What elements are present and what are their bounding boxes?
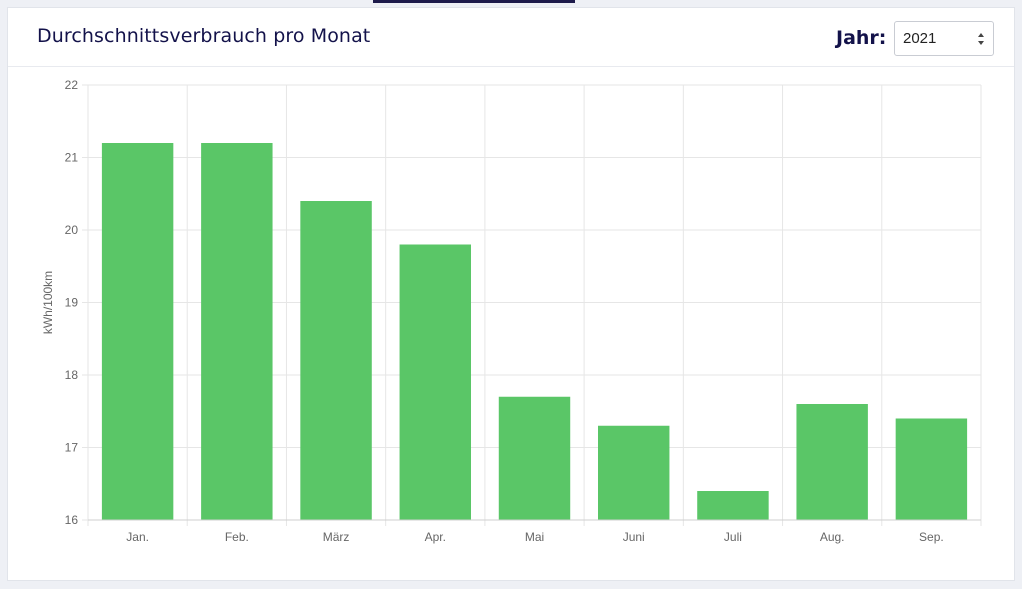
x-tick-label: Apr. [425, 530, 446, 544]
bar-Sep.[interactable] [895, 418, 968, 521]
y-tick-label: 19 [65, 296, 79, 310]
year-select[interactable]: 2021 [894, 21, 994, 56]
x-tick-label: Juli [724, 530, 742, 544]
y-tick-label: 18 [65, 368, 79, 382]
bar-Feb.[interactable] [201, 143, 273, 520]
x-tick-label: Feb. [225, 530, 249, 544]
y-tick-label: 17 [65, 441, 79, 455]
card-header: Durchschnittsverbrauch pro Monat Jahr: 2… [8, 8, 1014, 67]
x-tick-label: Mai [525, 530, 544, 544]
y-axis-label: kWh/100km [41, 271, 55, 334]
year-label: Jahr: [836, 27, 887, 49]
bar-Juni[interactable] [598, 425, 670, 520]
bar-Apr.[interactable] [399, 244, 471, 521]
x-tick-label: März [323, 530, 350, 544]
bar-Mai[interactable] [498, 396, 571, 520]
year-select-value: 2021 [903, 30, 937, 47]
x-tick-label: Aug. [820, 530, 845, 544]
x-tick-label: Juni [623, 530, 645, 544]
y-tick-label: 16 [65, 513, 79, 527]
bar-Jan.[interactable] [101, 143, 174, 520]
y-tick-label: 20 [65, 223, 79, 237]
y-tick-label: 21 [65, 151, 79, 165]
top-nav-active-indicator [373, 0, 575, 3]
card-title: Durchschnittsverbrauch pro Monat [37, 25, 371, 47]
bar-Juli[interactable] [697, 491, 769, 520]
y-tick-label: 22 [65, 78, 79, 92]
bar-Aug.[interactable] [796, 404, 868, 520]
x-tick-label: Jan. [126, 530, 149, 544]
bar-März[interactable] [300, 201, 372, 520]
x-tick-label: Sep. [919, 530, 944, 544]
select-caret-icon [978, 33, 984, 45]
